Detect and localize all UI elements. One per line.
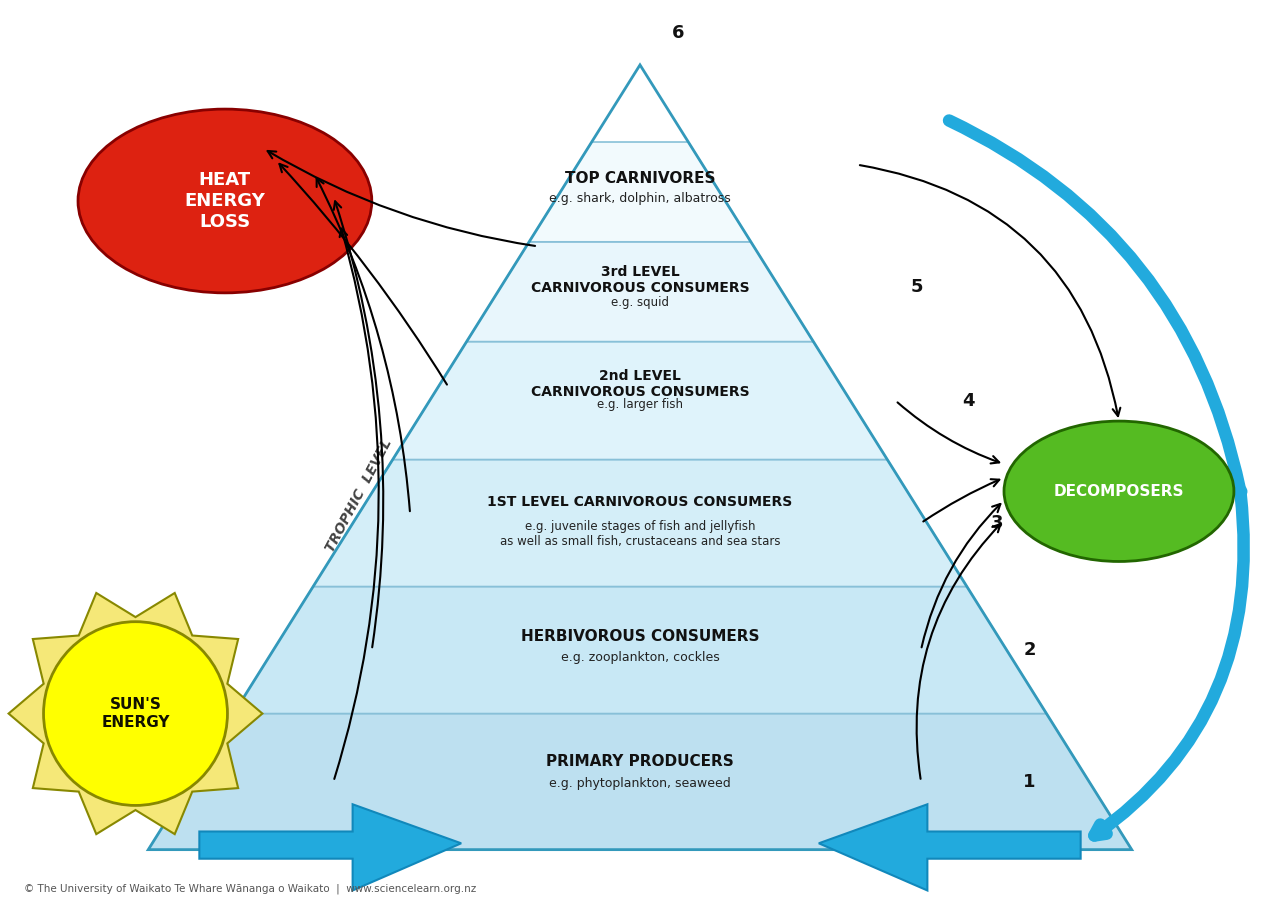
Polygon shape — [314, 460, 966, 587]
FancyArrowPatch shape — [1094, 494, 1244, 835]
Text: 3: 3 — [991, 514, 1004, 532]
Polygon shape — [9, 593, 262, 834]
Text: SUN'S
ENERGY: SUN'S ENERGY — [101, 697, 170, 730]
Polygon shape — [393, 341, 887, 460]
Text: e.g. shark, dolphin, albatross: e.g. shark, dolphin, albatross — [549, 192, 731, 205]
Polygon shape — [819, 804, 1080, 891]
Text: TROPHIC  LEVEL: TROPHIC LEVEL — [324, 437, 394, 555]
Text: 6: 6 — [672, 25, 685, 42]
Text: e.g. zooplankton, cockles: e.g. zooplankton, cockles — [561, 651, 719, 663]
FancyArrowPatch shape — [948, 120, 1240, 489]
Text: DECOMPOSERS: DECOMPOSERS — [1053, 484, 1184, 499]
Polygon shape — [200, 804, 461, 891]
Ellipse shape — [78, 109, 371, 293]
Text: 5: 5 — [911, 278, 923, 296]
Text: 1ST LEVEL CARNIVOROUS CONSUMERS: 1ST LEVEL CARNIVOROUS CONSUMERS — [488, 495, 792, 510]
Polygon shape — [467, 242, 813, 341]
Text: TOP CARNIVORES: TOP CARNIVORES — [564, 171, 716, 186]
Polygon shape — [148, 713, 1132, 850]
Ellipse shape — [44, 622, 228, 805]
Text: HEAT
ENERGY
LOSS: HEAT ENERGY LOSS — [184, 171, 265, 231]
Text: e.g. juvenile stages of fish and jellyfish
as well as small fish, crustaceans an: e.g. juvenile stages of fish and jellyfi… — [499, 520, 781, 548]
Text: © The University of Waikato Te Whare Wānanga o Waikato  |  www.sciencelearn.org.: © The University of Waikato Te Whare Wān… — [24, 884, 476, 894]
Text: HERBIVOROUS CONSUMERS: HERBIVOROUS CONSUMERS — [521, 629, 759, 644]
Text: e.g. phytoplankton, seaweed: e.g. phytoplankton, seaweed — [549, 777, 731, 790]
Text: e.g. larger fish: e.g. larger fish — [596, 398, 684, 410]
Text: 4: 4 — [961, 391, 974, 410]
Polygon shape — [233, 587, 1047, 713]
Polygon shape — [529, 142, 751, 242]
Text: PRIMARY PRODUCERS: PRIMARY PRODUCERS — [547, 754, 733, 769]
Text: 3rd LEVEL
CARNIVOROUS CONSUMERS: 3rd LEVEL CARNIVOROUS CONSUMERS — [531, 265, 749, 295]
Text: 2nd LEVEL
CARNIVOROUS CONSUMERS: 2nd LEVEL CARNIVOROUS CONSUMERS — [531, 369, 749, 399]
Ellipse shape — [1004, 421, 1234, 561]
Text: e.g. squid: e.g. squid — [611, 296, 669, 309]
Text: 1: 1 — [1023, 773, 1036, 791]
Text: 2: 2 — [1023, 641, 1036, 659]
